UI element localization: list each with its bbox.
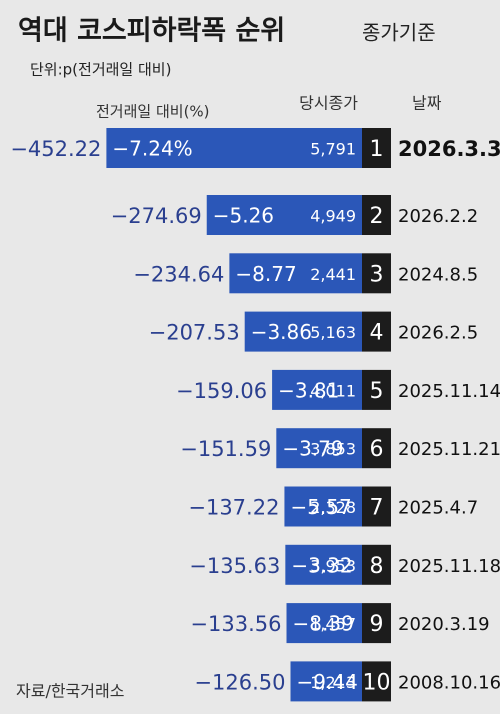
bar xyxy=(229,253,362,294)
column-header: 날짜 xyxy=(412,94,442,113)
value-label: −135.63 xyxy=(189,554,280,578)
bar xyxy=(284,486,362,527)
date-label: 2025.11.14 xyxy=(398,381,500,402)
date-label: 2025.11.21 xyxy=(398,439,500,460)
close-label: 1,457 xyxy=(310,615,356,634)
bar xyxy=(286,603,362,644)
rank-box xyxy=(362,544,391,585)
column-header: 전거래일 대비(%) xyxy=(96,103,210,121)
value-label: −126.50 xyxy=(194,670,285,694)
value-label: −137.22 xyxy=(188,496,279,520)
change-label: −3.81 xyxy=(278,378,339,402)
bar xyxy=(285,544,362,585)
close-label: 4,011 xyxy=(310,381,356,400)
date-label: 2020.3.19 xyxy=(398,614,490,635)
value-label: −159.06 xyxy=(176,379,267,403)
bar xyxy=(206,195,362,235)
unit-note: 단위:p(전거래일 대비) xyxy=(30,61,171,79)
rank-box xyxy=(362,195,391,235)
close-label: 5,791 xyxy=(310,140,356,159)
close-label: 2,441 xyxy=(310,265,356,284)
close-label: 3,853 xyxy=(310,440,356,459)
close-label: 2,328 xyxy=(310,498,356,517)
change-label: −3.79 xyxy=(282,437,343,461)
rank-box xyxy=(362,486,391,527)
date-label: 2026.3.3 xyxy=(398,137,500,161)
rank-box xyxy=(362,311,391,352)
value-label: −274.69 xyxy=(111,204,202,228)
rank-label: 1 xyxy=(370,137,384,162)
bar xyxy=(276,428,362,469)
bar xyxy=(290,661,362,702)
close-label: 5,163 xyxy=(310,323,356,342)
rank-label: 2 xyxy=(370,204,384,229)
change-label: −3.32 xyxy=(291,553,352,577)
rank-label: 5 xyxy=(370,379,384,404)
change-label: −8.39 xyxy=(293,612,354,636)
change-label: −5.57 xyxy=(290,495,351,519)
rank-label: 9 xyxy=(370,612,384,637)
date-label: 2025.11.18 xyxy=(398,556,500,577)
date-label: 2025.4.7 xyxy=(398,498,478,519)
change-label: −7.24% xyxy=(112,137,192,161)
rank-box xyxy=(362,661,391,702)
bar xyxy=(244,311,362,352)
source: 자료/한국거래소 xyxy=(16,682,124,701)
change-label: −9.44 xyxy=(297,670,358,694)
close-label: 1,213 xyxy=(310,673,356,692)
value-label: −234.64 xyxy=(133,262,224,286)
value-label: −207.53 xyxy=(149,321,240,345)
rank-label: 4 xyxy=(370,321,384,346)
rank-box xyxy=(362,253,391,294)
bar xyxy=(272,369,362,410)
date-label: 2026.2.5 xyxy=(398,323,478,344)
value-label: −151.59 xyxy=(180,437,271,461)
rank-label: 3 xyxy=(370,262,384,287)
column-header: 당시종가 xyxy=(299,94,358,113)
rank-label: 7 xyxy=(370,496,384,521)
rank-box xyxy=(362,428,391,469)
bar xyxy=(106,128,362,168)
rank-box xyxy=(362,603,391,644)
rank-label: 8 xyxy=(370,554,384,579)
chart-subtitle: 종가기준 xyxy=(362,21,436,45)
value-label: −452.22 xyxy=(10,137,101,161)
change-label: −5.26 xyxy=(213,204,274,228)
close-label: 4,949 xyxy=(310,207,356,226)
value-label: −133.56 xyxy=(190,612,281,636)
change-label: −8.77 xyxy=(235,262,296,286)
chart-title: 역대 코스피하락폭 순위 xyxy=(18,16,285,47)
change-label: −3.86 xyxy=(251,320,312,344)
rank-label: 10 xyxy=(363,670,391,695)
rank-box xyxy=(362,128,391,168)
rank-label: 6 xyxy=(370,437,384,462)
date-label: 2026.2.2 xyxy=(398,206,478,227)
close-label: 3,953 xyxy=(310,556,356,575)
date-label: 2008.10.16 xyxy=(398,672,500,693)
date-label: 2024.8.5 xyxy=(398,264,478,285)
rank-box xyxy=(362,369,391,410)
